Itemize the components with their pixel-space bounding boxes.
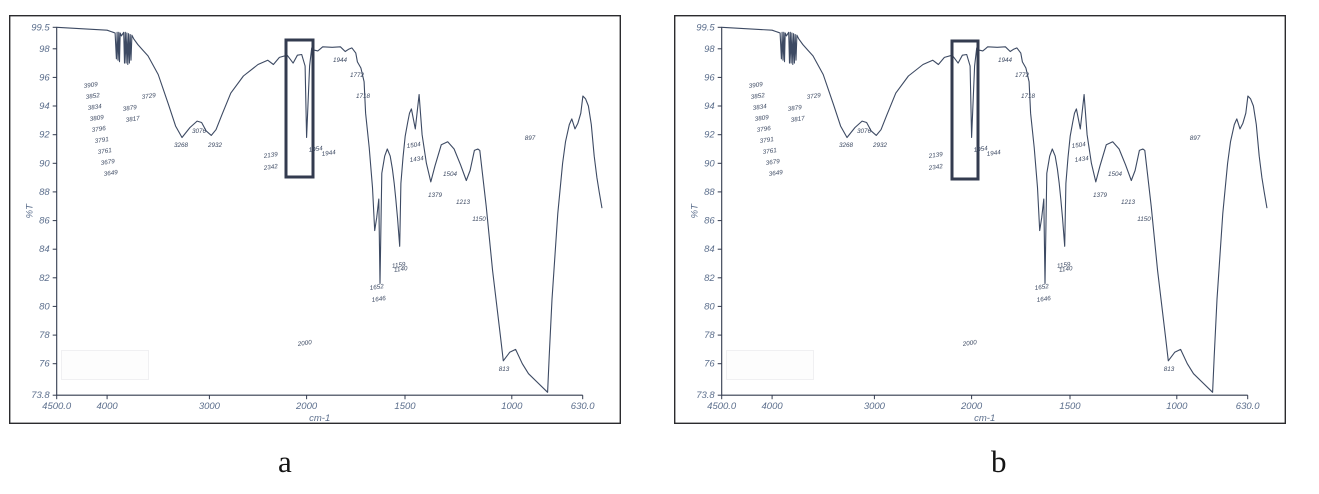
svg-text:2932: 2932: [207, 142, 223, 149]
svg-text:3076: 3076: [857, 128, 872, 135]
svg-text:1504: 1504: [443, 171, 458, 178]
svg-text:1150: 1150: [1137, 216, 1151, 223]
svg-text:3076: 3076: [192, 128, 207, 135]
svg-text:%T: %T: [25, 203, 36, 218]
svg-text:2932: 2932: [872, 142, 888, 149]
svg-text:cm-1: cm-1: [309, 413, 330, 424]
svg-text:1213: 1213: [1121, 199, 1136, 206]
svg-text:78: 78: [704, 330, 715, 341]
svg-text:1718: 1718: [1021, 93, 1036, 100]
svg-text:99.5: 99.5: [31, 22, 50, 33]
svg-text:1772: 1772: [1015, 72, 1030, 79]
svg-text:1000: 1000: [1166, 401, 1188, 412]
svg-text:1379: 1379: [428, 192, 443, 199]
svg-text:4500.0: 4500.0: [707, 401, 737, 412]
svg-text:98: 98: [39, 44, 50, 55]
svg-text:cm-1: cm-1: [974, 413, 995, 424]
svg-text:1944: 1944: [998, 57, 1013, 64]
svg-text:94: 94: [39, 101, 50, 112]
svg-text:1944: 1944: [333, 57, 348, 64]
svg-text:4000: 4000: [97, 401, 119, 412]
svg-text:897: 897: [525, 135, 536, 142]
svg-text:1500: 1500: [1059, 401, 1081, 412]
svg-text:1213: 1213: [456, 199, 471, 206]
svg-text:88: 88: [704, 187, 715, 198]
svg-text:1000: 1000: [501, 401, 523, 412]
svg-text:80: 80: [39, 301, 50, 312]
svg-text:80: 80: [704, 301, 715, 312]
svg-text:84: 84: [39, 244, 50, 255]
svg-text:3268: 3268: [839, 142, 854, 149]
svg-text:%T: %T: [690, 203, 701, 218]
svg-text:1379: 1379: [1093, 192, 1108, 199]
svg-text:88: 88: [39, 187, 50, 198]
svg-text:90: 90: [39, 158, 50, 169]
svg-text:90: 90: [704, 158, 715, 169]
svg-text:3000: 3000: [864, 401, 886, 412]
svg-text:630.0: 630.0: [1236, 401, 1260, 412]
svg-text:94: 94: [704, 101, 715, 112]
svg-text:73.8: 73.8: [696, 390, 715, 401]
svg-text:92: 92: [39, 130, 50, 141]
svg-text:630.0: 630.0: [571, 401, 595, 412]
svg-text:92: 92: [704, 130, 715, 141]
svg-text:96: 96: [39, 72, 50, 83]
svg-text:813: 813: [1164, 366, 1175, 373]
svg-text:1150: 1150: [472, 216, 486, 223]
svg-text:86: 86: [704, 216, 715, 227]
svg-text:3000: 3000: [199, 401, 221, 412]
svg-text:3268: 3268: [174, 142, 189, 149]
svg-text:2000: 2000: [295, 401, 318, 412]
svg-text:86: 86: [39, 216, 50, 227]
svg-text:1500: 1500: [394, 401, 416, 412]
svg-text:76: 76: [704, 359, 715, 370]
svg-text:98: 98: [704, 44, 715, 55]
svg-text:96: 96: [704, 72, 715, 83]
svg-text:4000: 4000: [762, 401, 784, 412]
svg-text:76: 76: [39, 359, 50, 370]
svg-text:1504: 1504: [1108, 171, 1123, 178]
svg-text:82: 82: [704, 273, 715, 284]
svg-text:813: 813: [499, 366, 510, 373]
svg-text:1772: 1772: [350, 72, 365, 79]
svg-text:73.8: 73.8: [31, 390, 50, 401]
svg-text:99.5: 99.5: [696, 22, 715, 33]
svg-text:897: 897: [1190, 135, 1201, 142]
svg-text:84: 84: [704, 244, 715, 255]
svg-text:82: 82: [39, 273, 50, 284]
svg-text:78: 78: [39, 330, 50, 341]
svg-text:4500.0: 4500.0: [42, 401, 72, 412]
svg-text:1718: 1718: [356, 93, 371, 100]
svg-text:2000: 2000: [960, 401, 983, 412]
